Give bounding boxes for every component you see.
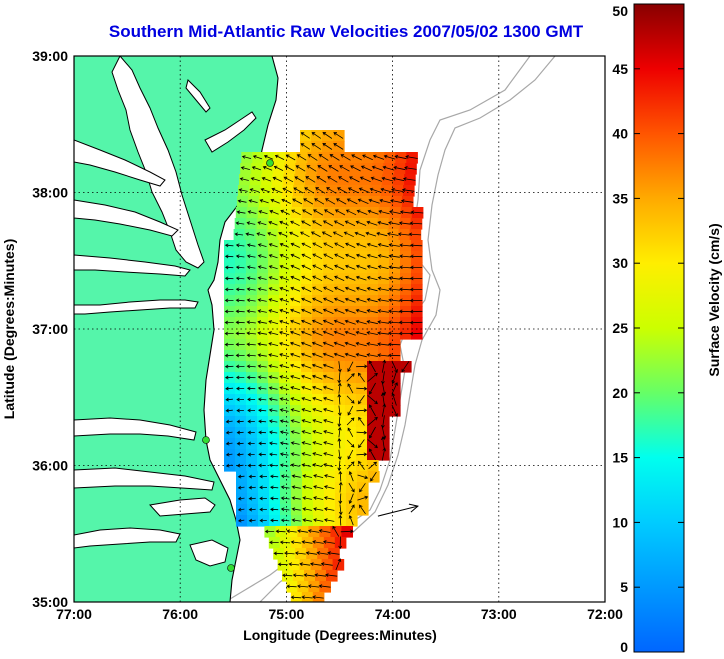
- chesapeake-bay: [74, 56, 257, 567]
- x-tick-label: 72:00: [587, 606, 623, 622]
- colorbar-tick-label: 35: [612, 190, 628, 206]
- x-tick-label: 73:00: [481, 606, 517, 622]
- colorbar: 0 5 10 15 20 25 30 35 40 45 50 Surface Velocity (c…: [612, 3, 722, 655]
- colorbar-tick-label: 0: [620, 639, 628, 655]
- y-tick-label: 35:00: [32, 594, 68, 610]
- radar-station-north: [266, 159, 274, 167]
- colorbar-tick-label: 45: [612, 61, 628, 77]
- colorbar-tick-label: 25: [612, 320, 628, 336]
- y-tick-label: 37:00: [32, 321, 68, 337]
- y-tick-label: 38:00: [32, 185, 68, 201]
- x-tick-label: 77:00: [56, 606, 92, 622]
- velocity-vectors: [224, 132, 424, 600]
- colorbar-tick-label: 15: [612, 450, 628, 466]
- reference-vector: [377, 503, 419, 517]
- colorbar-tick-label: 40: [612, 126, 628, 142]
- y-tick-label: 36:00: [32, 458, 68, 474]
- colorbar-tick-label: 30: [612, 255, 628, 271]
- x-tick-label: 76:00: [162, 606, 198, 622]
- map-title: Southern Mid-Atlantic Raw Velocities 200…: [0, 22, 724, 42]
- colorbar-tick-label: 20: [612, 385, 628, 401]
- y-axis-label: Latitude (Degrees:Minutes): [1, 239, 17, 419]
- x-axis-ticks: 77:00 76:00 75:00 74:00 73:00 72:00: [56, 606, 623, 622]
- plot-frame: [73, 55, 606, 603]
- radar-station-middle: [202, 436, 210, 444]
- colorbar-tick-label: 5: [620, 579, 628, 595]
- colorbar-gradient: [633, 3, 685, 653]
- radar-stations: [202, 159, 274, 572]
- colorbar-tick-label: 50: [612, 3, 628, 19]
- colorbar-label: Surface Velocity (cm/s): [706, 223, 722, 376]
- x-tick-label: 75:00: [268, 606, 304, 622]
- colorbar-tick-label: 10: [612, 514, 628, 530]
- colorbar-ticks: 0 5 10 15 20 25 30 35 40 45 50: [612, 3, 684, 655]
- y-axis-ticks: 39:00 38:00 37:00 36:00 35:00: [32, 48, 68, 610]
- map-title-text: Southern Mid-Atlantic Raw Velocities 200…: [108, 22, 584, 41]
- map-grid: [74, 56, 605, 602]
- y-tick-label: 39:00: [32, 48, 68, 64]
- x-axis-label: Longitude (Degrees:Minutes): [243, 627, 437, 643]
- x-tick-label: 74:00: [375, 606, 411, 622]
- radar-station-south: [227, 564, 235, 572]
